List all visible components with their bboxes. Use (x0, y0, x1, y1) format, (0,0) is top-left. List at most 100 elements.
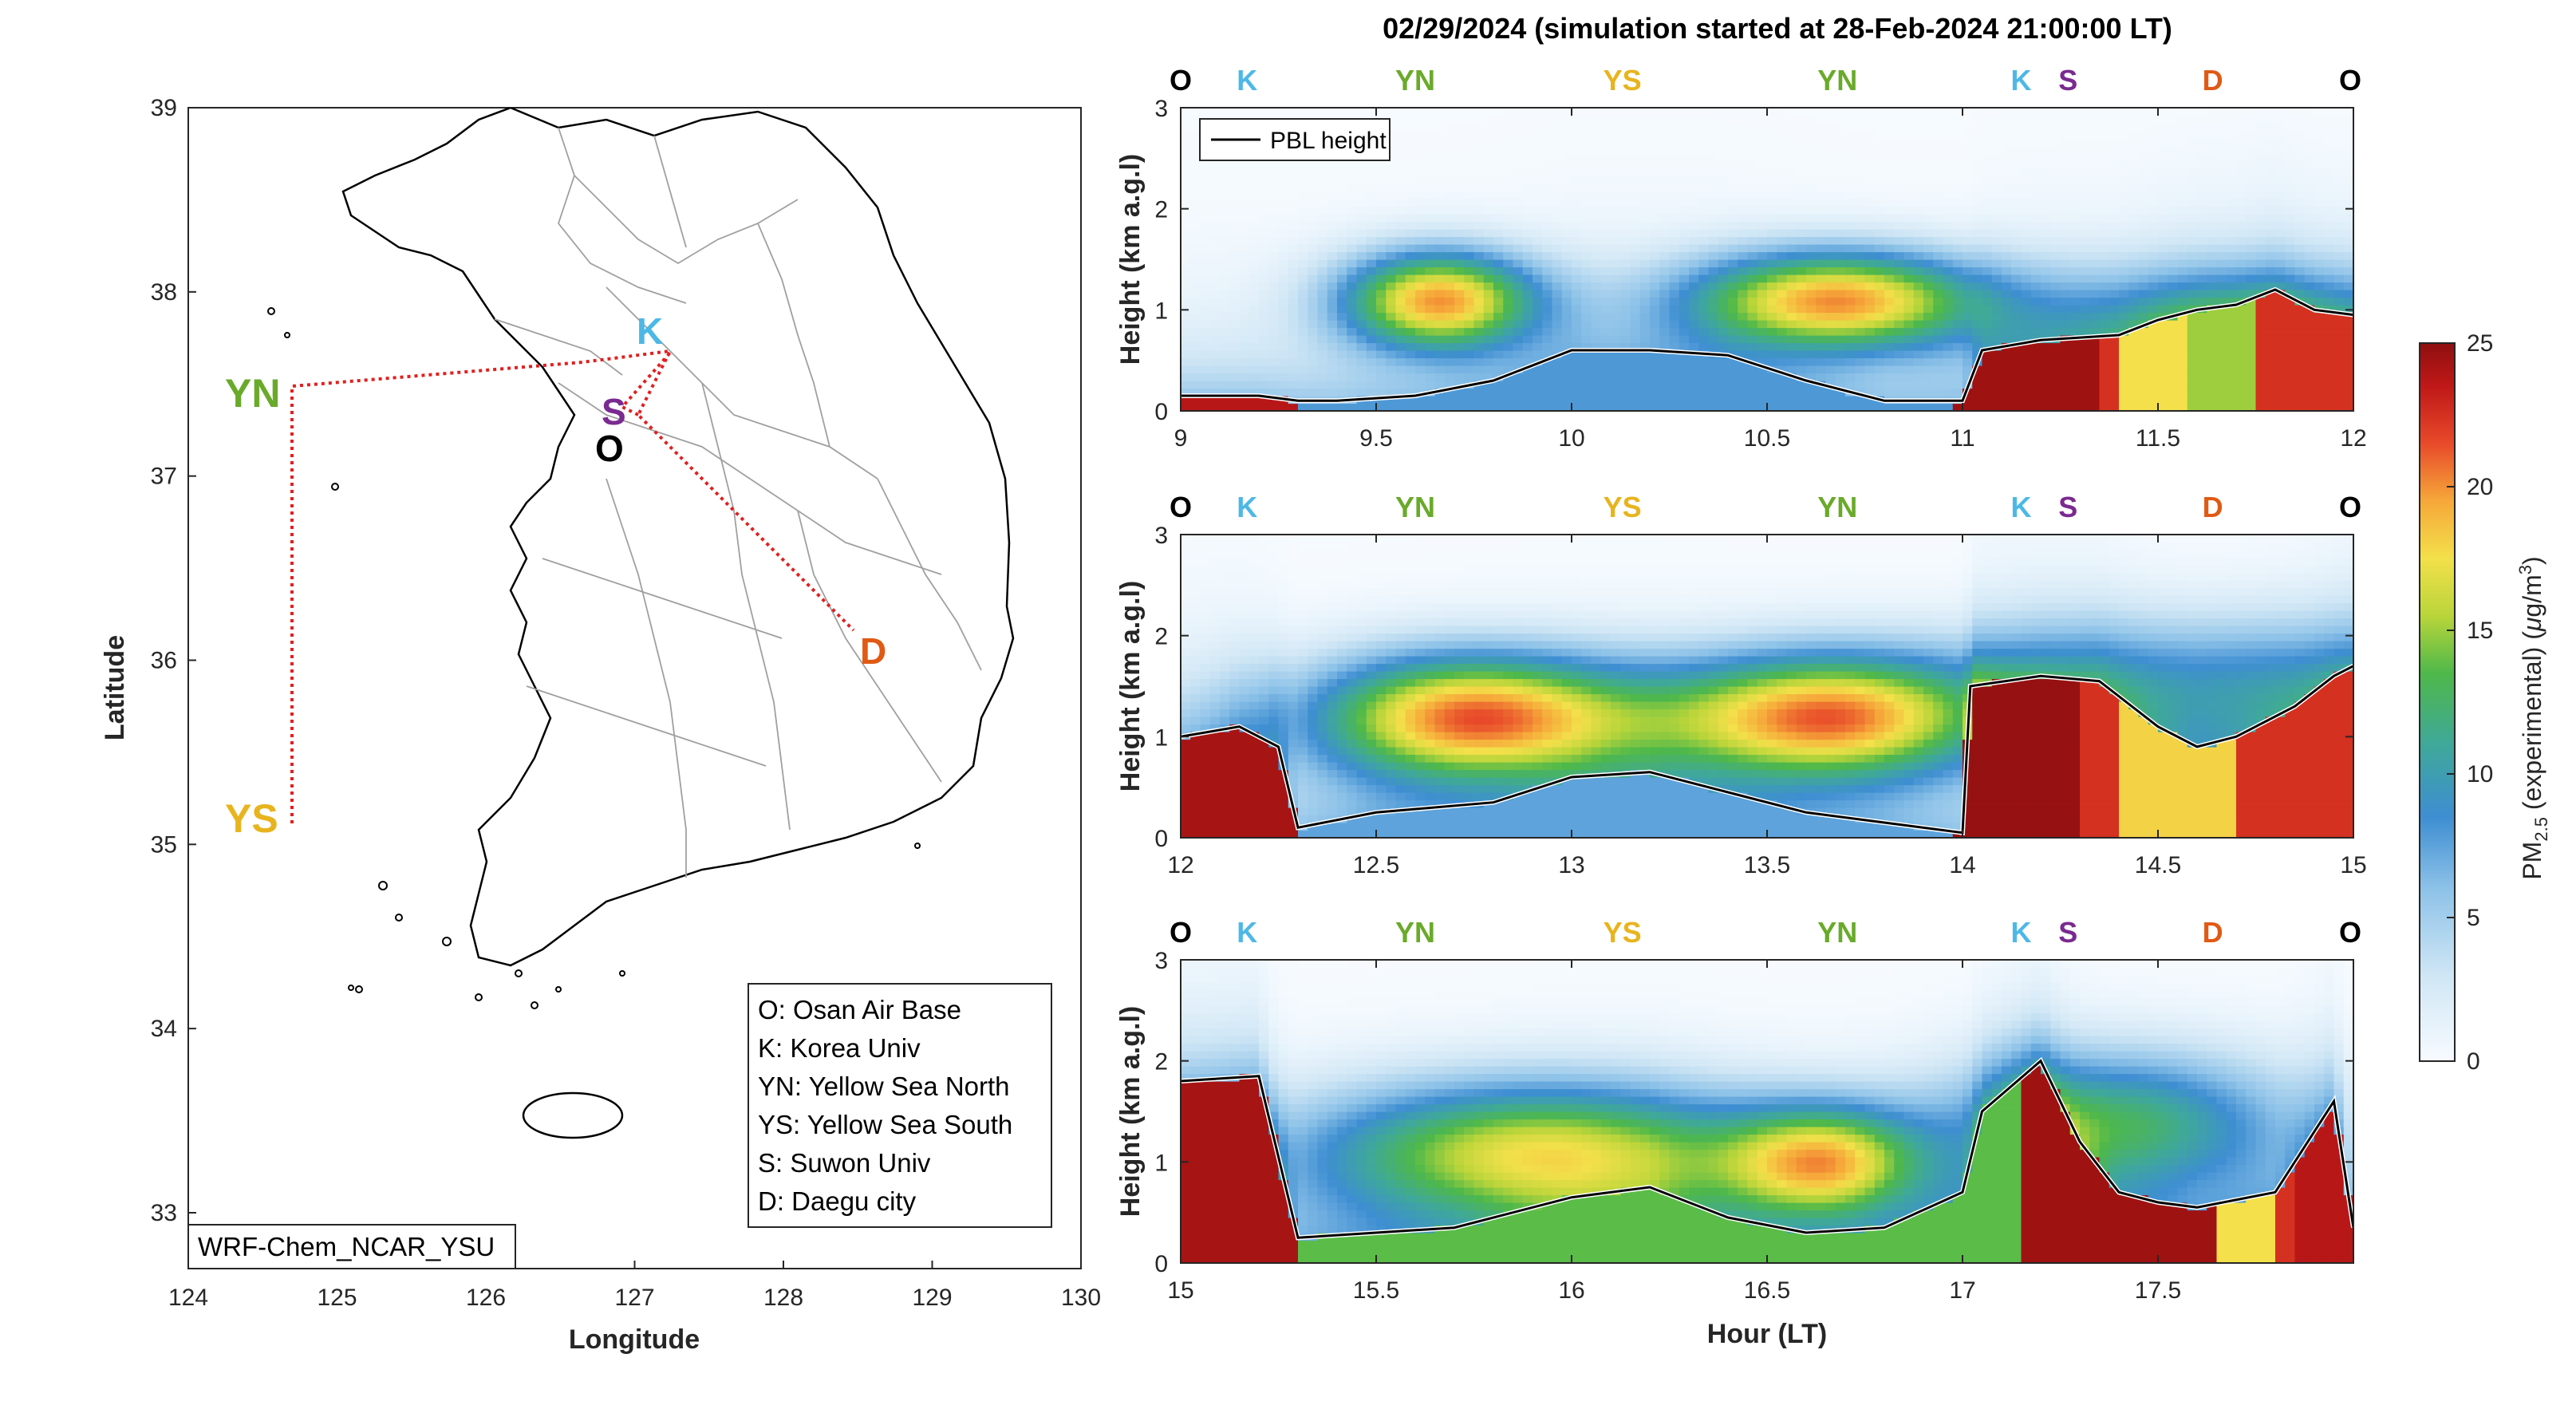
heatmap-cell (2177, 259, 2188, 268)
heatmap-cell (2080, 251, 2090, 260)
heatmap-cell (2197, 115, 2207, 124)
heatmap-cell (1963, 282, 1973, 290)
heatmap-cell (2158, 357, 2168, 366)
heatmap-cell (1786, 115, 1797, 124)
heatmap-cell (1874, 108, 1885, 116)
heatmap-cell (1552, 396, 1563, 405)
heatmap-cell (2236, 373, 2247, 381)
heatmap-cell (2021, 160, 2032, 169)
heatmap-cell (1356, 312, 1367, 321)
heatmap-cell (2069, 145, 2081, 154)
heatmap-cell (1552, 365, 1563, 374)
heatmap-cell (1806, 403, 1817, 411)
heatmap-cell (1190, 297, 1201, 306)
heatmap-cell (1454, 388, 1465, 397)
heatmap-cell (2060, 244, 2071, 253)
heatmap-cell (1542, 327, 1553, 336)
heatmap-cell (1689, 381, 1699, 389)
heatmap-cell (2069, 168, 2081, 177)
heatmap-cell (1464, 244, 1475, 253)
heatmap-cell (1268, 335, 1280, 344)
heatmap-cell (1434, 199, 1446, 207)
heatmap-cell (1874, 381, 1885, 389)
heatmap-cell (1209, 305, 1221, 314)
heatmap-cell (2324, 290, 2335, 298)
heatmap-cell (1503, 199, 1514, 207)
heatmap-cell (1943, 266, 1954, 275)
heatmap-cell (1337, 236, 1347, 245)
heatmap-cell (2089, 342, 2101, 351)
heatmap-cell (2148, 373, 2159, 381)
heatmap-cell (1757, 251, 1768, 260)
heatmap-cell (1600, 160, 1611, 169)
heatmap-cell (1308, 357, 1319, 366)
heatmap-cell (1738, 282, 1749, 290)
heatmap-cell (2030, 123, 2041, 132)
heatmap-cell (1728, 274, 1738, 283)
heatmap-cell (1991, 206, 2002, 215)
heatmap-cell (1473, 229, 1485, 238)
heatmap-cell (1874, 123, 1885, 132)
station-label-D: D (2203, 64, 2223, 97)
heatmap-cell (1249, 282, 1260, 290)
heatmap-cell (2236, 342, 2247, 351)
heatmap-cell (1982, 191, 1993, 199)
heatmap-cell (1923, 274, 1934, 283)
heatmap-cell (1181, 184, 1191, 192)
heatmap-cell (1620, 115, 1631, 124)
heatmap-cell (1181, 381, 1191, 389)
heatmap-cell (1659, 145, 1671, 154)
heatmap-cell (2158, 153, 2168, 162)
heatmap-cell (1572, 282, 1582, 290)
heatmap-cell (1698, 184, 1710, 192)
heatmap-cell (1415, 108, 1426, 116)
heatmap-cell (1376, 229, 1387, 238)
heatmap-cell (2080, 130, 2090, 139)
heatmap-cell (2060, 214, 2071, 223)
heatmap-cell (2089, 320, 2101, 329)
heatmap-cell (2343, 282, 2353, 290)
heatmap-cell (2314, 365, 2325, 374)
heatmap-cell (1444, 160, 1455, 169)
heatmap-cell (1786, 388, 1797, 397)
heatmap-cell (1845, 381, 1856, 389)
heatmap-cell (1943, 130, 1954, 139)
heatmap-cell (1796, 229, 1807, 238)
heatmap-cell (2041, 312, 2051, 321)
heatmap-cell (1434, 145, 1446, 154)
heatmap-cell (1337, 184, 1347, 192)
heatmap-cell (2275, 365, 2286, 374)
heatmap-cell (1220, 221, 1230, 230)
heatmap-cell (1542, 214, 1553, 223)
heatmap-cell (2207, 357, 2218, 366)
heatmap-cell (2255, 168, 2266, 177)
heatmap-cell (1259, 206, 1269, 215)
heatmap-cell (1200, 381, 1211, 389)
heatmap-cell (2158, 290, 2168, 298)
heatmap-cell (2030, 160, 2041, 169)
heatmap-cell (2294, 335, 2306, 344)
heatmap-cell (1698, 236, 1710, 245)
heatmap-cell (1708, 168, 1719, 177)
heatmap-cell (2050, 373, 2061, 381)
heatmap-cell (1591, 350, 1602, 359)
heatmap-cell (2099, 274, 2110, 283)
heatmap-cell (2226, 145, 2237, 154)
heatmap-cell (1972, 176, 1983, 184)
heatmap-cell (1689, 108, 1699, 116)
heatmap-cell (1395, 388, 1406, 397)
heatmap-cell (1434, 191, 1446, 199)
heatmap-cell (2197, 297, 2207, 306)
heatmap-cell (1533, 221, 1543, 230)
heatmap-cell (2294, 365, 2306, 374)
heatmap-cell (2246, 229, 2257, 238)
heatmap-cell (1669, 350, 1680, 359)
heatmap-cell (1620, 138, 1631, 147)
heatmap-cell (2333, 115, 2345, 124)
heatmap-cell (1620, 365, 1631, 374)
heatmap-cell (1434, 266, 1446, 275)
heatmap-cell (2069, 108, 2081, 116)
heatmap-cell (1356, 191, 1367, 199)
heatmap-cell (1278, 327, 1289, 336)
